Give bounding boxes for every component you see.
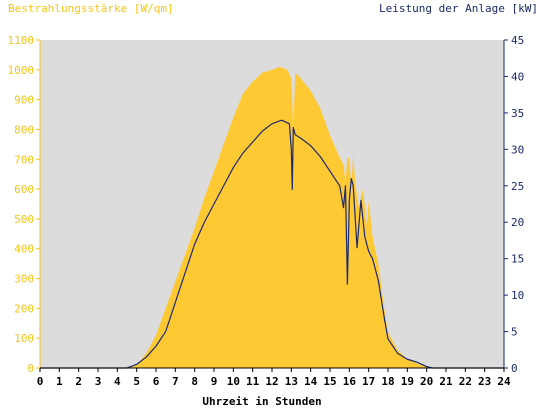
x-tick-label: 10 [227,375,240,388]
x-tick-label: 0 [37,375,44,388]
x-tick-label: 11 [246,375,260,388]
x-tick-label: 23 [478,375,491,388]
right-tick-label: 10 [511,289,524,302]
x-tick-label: 9 [211,375,218,388]
x-tick-label: 18 [381,375,394,388]
left-tick-label: 500 [14,213,34,226]
x-tick-label: 20 [420,375,433,388]
left-tick-label: 1100 [8,34,35,47]
right-tick-label: 5 [511,326,518,339]
x-tick-label: 13 [285,375,298,388]
left-tick-labels: 0 100 200 300 400 500 600 700 800 900 1000 1100 [8,34,40,375]
x-tick-label: 3 [95,375,102,388]
x-tick-label: 14 [304,375,318,388]
x-tick-label: 12 [265,375,278,388]
right-tick-label: 15 [511,253,524,266]
irradiance-area-layer [40,66,504,368]
right-axis-title: Leistung der Anlage [kW] [379,2,538,15]
x-tick-label: 2 [75,375,82,388]
right-tick-label: 45 [511,34,524,47]
x-axis-label: Uhrzeit in Stunden [202,395,321,408]
right-tick-labels: 0 5 10 15 20 25 30 35 40 45 [504,34,524,375]
x-tick-label: 19 [401,375,414,388]
power-line [40,119,504,369]
x-tick-label: 21 [439,375,453,388]
x-tick-label: 5 [133,375,140,388]
right-tick-label: 35 [511,107,524,120]
x-tick-label: 16 [343,375,357,388]
right-tick-label: 0 [511,362,518,375]
left-tick-label: 300 [14,273,34,286]
x-tick-label: 17 [362,375,375,388]
right-tick-label: 40 [511,70,524,83]
left-tick-label: 200 [14,302,34,315]
left-tick-label: 600 [14,183,34,196]
x-tick-label: 8 [191,375,198,388]
left-tick-label: 1000 [8,64,35,77]
x-tick-label: 1 [56,375,63,388]
irradiance-area [40,66,504,368]
left-tick-label: 700 [14,153,34,166]
left-tick-label: 800 [14,123,34,136]
left-axis-title: Bestrahlungsstärke [W/qm] [8,2,174,15]
x-tick-label: 7 [172,375,179,388]
right-tick-label: 20 [511,216,524,229]
left-tick-label: 0 [27,362,34,375]
x-tick-label: 24 [497,375,511,388]
right-tick-label: 30 [511,143,524,156]
right-tick-label: 25 [511,180,524,193]
left-tick-label: 100 [14,332,34,345]
x-tick-label: 6 [153,375,160,388]
x-tick-labels: 0 1 2 3 4 5 6 7 8 9 10 11 12 13 14 15 16 17 18 19 20 21 22 23 24 [37,368,511,388]
x-tick-label: 4 [114,375,121,388]
left-tick-label: 900 [14,94,34,107]
power-line-layer [40,119,504,369]
x-tick-label: 15 [323,375,336,388]
left-tick-label: 400 [14,243,34,256]
x-tick-label: 22 [459,375,472,388]
